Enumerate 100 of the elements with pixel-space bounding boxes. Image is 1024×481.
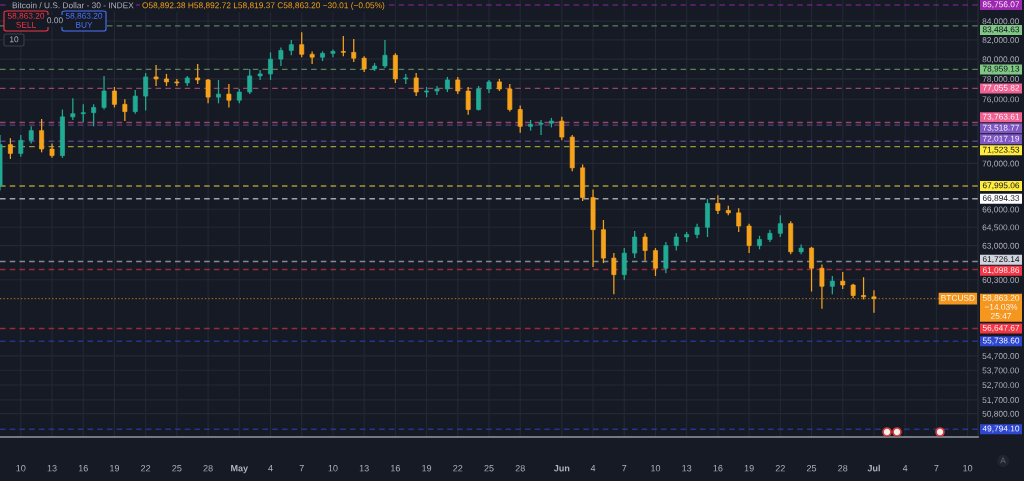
y-tick-label: 76,000.00 — [982, 96, 1019, 104]
ref-line-label: 85,756.07 — [982, 1, 1020, 9]
x-tick-label: 25 — [484, 465, 494, 472]
y-tick-label: 50,800.00 — [982, 410, 1019, 418]
x-tick-label: 10 — [16, 465, 26, 472]
ref-line-label: 66,894.33 — [982, 195, 1020, 203]
candlestick — [809, 246, 814, 293]
x-tick-label: 16 — [713, 465, 723, 472]
x-tick-label: 13 — [47, 465, 57, 472]
candlestick — [559, 116, 565, 141]
x-tick-label: 16 — [78, 465, 88, 472]
candlestick — [247, 68, 253, 95]
candlestick — [132, 89, 138, 115]
candlestick — [257, 69, 263, 81]
candlestick — [663, 241, 669, 274]
x-tick-label: 7 — [934, 465, 939, 472]
x-tick-label: 10 — [328, 465, 338, 472]
candlestick — [653, 247, 658, 277]
candlestick — [715, 194, 721, 215]
candlestick — [39, 118, 45, 153]
candlestick — [861, 276, 866, 301]
x-tick-label: 13 — [682, 465, 692, 472]
annotation: 10 — [10, 36, 19, 43]
candlestick — [819, 263, 825, 310]
x-tick-label: 19 — [110, 465, 120, 472]
candlestick — [621, 247, 627, 281]
x-tick-label: 4 — [902, 465, 908, 472]
ref-line-label: 67,995.06 — [982, 182, 1020, 190]
candlestick — [299, 31, 305, 58]
y-tick-label: 53,700.00 — [982, 367, 1019, 375]
candlestick — [91, 103, 97, 127]
annotation: SELL — [16, 21, 36, 28]
annotation: 58,863.20 — [7, 12, 45, 20]
x-tick-label: 10 — [651, 465, 661, 472]
candlestick — [476, 85, 482, 112]
candlestick — [434, 85, 440, 96]
x-tick-label: 4 — [590, 465, 596, 472]
y-tick-label: 80,000.00 — [982, 56, 1019, 64]
candlestick — [153, 64, 159, 87]
x-tick-label: Jul — [867, 464, 880, 472]
candlestick — [392, 52, 398, 84]
candlestick — [205, 78, 211, 104]
candlestick — [112, 86, 117, 109]
x-tick-label: 28 — [203, 465, 213, 472]
candlestick — [70, 97, 76, 121]
candlestick — [642, 232, 648, 262]
y-tick-label: 52,700.00 — [982, 382, 1019, 390]
candlestick — [507, 83, 513, 113]
x-tick-label: 4 — [268, 465, 273, 472]
ref-line-label: 72,017.19 — [982, 135, 1020, 143]
y-tick-label: 60,300.00 — [982, 277, 1019, 284]
x-tick-label: 7 — [622, 465, 627, 472]
y-tick-label: 54,700.00 — [982, 353, 1019, 360]
candlestick — [538, 119, 544, 136]
candlestick — [465, 86, 471, 116]
candlestick — [829, 275, 835, 295]
x-tick-label: 19 — [744, 465, 754, 472]
ref-line-label: 73,518.77 — [982, 124, 1020, 132]
text: −14.03% — [984, 303, 1018, 310]
candlestick — [278, 46, 284, 67]
x-tick-label: 10 — [963, 465, 973, 472]
candlestick — [705, 198, 710, 238]
candlestick — [413, 72, 419, 97]
x-tick-label: May — [231, 465, 249, 474]
x-tick-label: 22 — [453, 465, 463, 472]
ref-line-label: 83,484.63 — [982, 26, 1020, 34]
ref-line-label: 78,959.13 — [982, 65, 1020, 73]
x-tick-label: 28 — [515, 465, 525, 472]
candlestick — [18, 134, 24, 158]
y-tick-label: 51,700.00 — [982, 397, 1019, 404]
ref-line-label: 61,098.86 — [982, 267, 1020, 275]
candlestick — [382, 39, 388, 69]
ref-line-label: 49,794.10 — [982, 425, 1020, 433]
ref-line-label: 73,763.61 — [982, 113, 1020, 121]
x-tick-label: 28 — [838, 465, 848, 472]
candlestick — [216, 79, 221, 104]
x-tick-label: 7 — [299, 465, 304, 472]
candlestick — [871, 289, 877, 314]
candlestick — [143, 72, 149, 112]
candlestick — [611, 252, 617, 295]
y-tick-label: 70,000.00 — [982, 160, 1019, 168]
candlestick — [309, 50, 315, 65]
ref-line-label: 77,055.82 — [982, 84, 1020, 92]
annotation: BTCUSD — [941, 294, 975, 301]
x-tick-label: 22 — [141, 465, 151, 472]
candlestick — [746, 223, 752, 254]
x-tick-label: 13 — [359, 465, 369, 472]
candlestick — [122, 98, 128, 122]
candlestick — [7, 137, 13, 160]
text: 25:47 — [990, 312, 1012, 319]
y-tick-label: 63,000.00 — [982, 242, 1019, 250]
candlestick — [195, 63, 201, 85]
text: A — [1000, 457, 1006, 464]
y-tick-label: 82,000.00 — [982, 37, 1019, 44]
annotation: 0.00 — [47, 17, 63, 24]
ref-line-label: 71,523.53 — [982, 146, 1020, 154]
ref-line-label: 55,738.60 — [982, 337, 1020, 345]
x-tick-label: 25 — [806, 465, 817, 472]
x-tick-label: Jun — [553, 465, 570, 472]
y-tick-label: 64,500.00 — [982, 224, 1019, 232]
